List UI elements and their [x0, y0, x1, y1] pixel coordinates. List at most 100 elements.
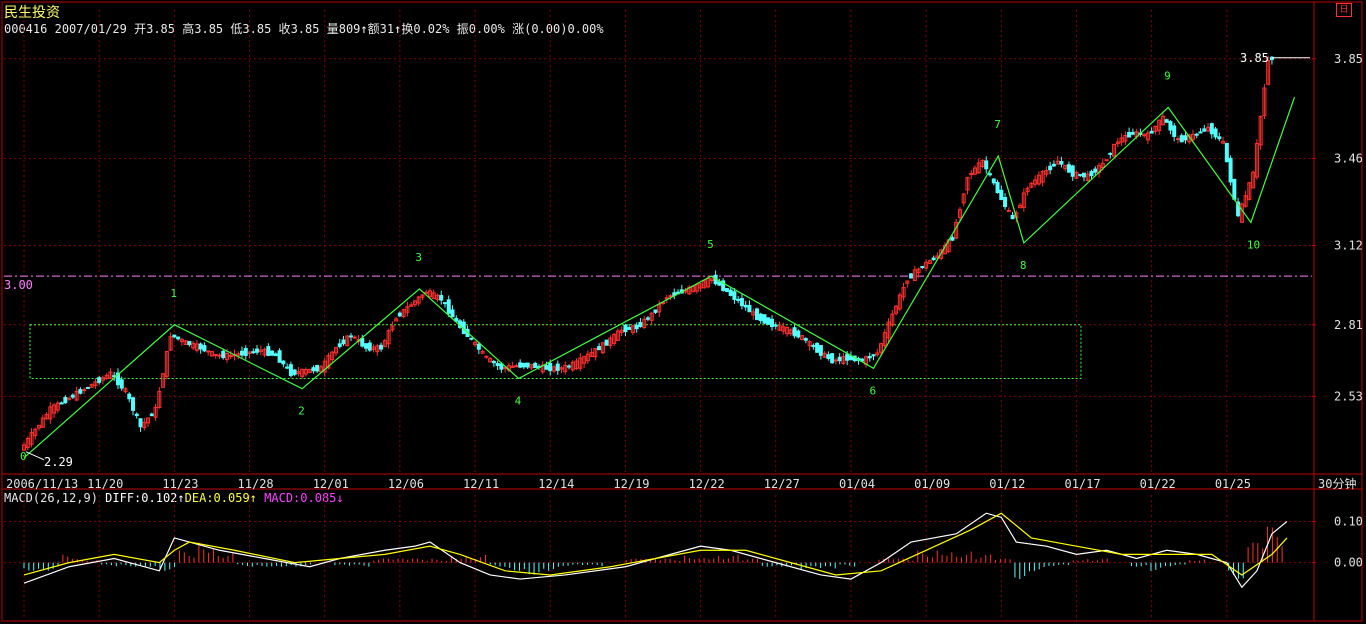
- candle-body: [570, 361, 575, 371]
- candle-body: [574, 360, 579, 370]
- candle-body: [202, 345, 207, 352]
- volume-label: 量: [326, 22, 339, 36]
- candle-body: [454, 317, 459, 322]
- candle-body: [1036, 174, 1041, 185]
- candle-body: [600, 342, 605, 354]
- candle-body: [127, 393, 132, 400]
- candle-body: [984, 160, 989, 170]
- amount-label: 额: [367, 22, 380, 36]
- candle-body: [217, 354, 222, 357]
- candle-body: [168, 336, 173, 351]
- amplitude-value: 0.00%: [468, 22, 505, 36]
- candle-body: [972, 167, 977, 175]
- x-tick-label: 12/11: [463, 477, 499, 491]
- candle-body: [833, 359, 838, 362]
- candle-body: [390, 325, 395, 331]
- candle-body: [668, 295, 673, 298]
- candle-body: [645, 317, 650, 320]
- candle-body: [1059, 161, 1064, 165]
- candle-body: [1266, 59, 1271, 85]
- x-tick-label: 01/17: [1064, 477, 1100, 491]
- candle-body: [514, 365, 519, 368]
- dea-line: [23, 512, 1288, 576]
- candle-body: [303, 369, 308, 375]
- candle-body: [1115, 141, 1120, 145]
- candle-body: [1025, 187, 1030, 193]
- candle-body: [638, 322, 643, 328]
- candle-body: [146, 417, 151, 424]
- candle-body: [1127, 132, 1132, 138]
- candle-body: [495, 363, 500, 366]
- candle-body: [785, 326, 790, 335]
- candle-body: [724, 288, 729, 292]
- candle-body: [961, 193, 966, 204]
- candle-body: [694, 284, 699, 292]
- candle-body: [1262, 87, 1267, 116]
- candle-body: [74, 390, 79, 401]
- candle-body: [397, 312, 402, 317]
- candle-body: [807, 340, 812, 347]
- x-tick-label: 11/28: [238, 477, 274, 491]
- candle-body: [642, 318, 647, 328]
- candle-body: [1145, 132, 1150, 141]
- candle-body: [1100, 162, 1105, 169]
- candle-body: [1239, 203, 1244, 223]
- candle-body: [1063, 164, 1068, 170]
- candle-body: [1066, 164, 1071, 173]
- candle-body: [909, 273, 914, 279]
- candle-body: [1003, 197, 1008, 208]
- candle-body: [1081, 172, 1086, 178]
- candle-body: [653, 309, 658, 313]
- candle-body: [420, 294, 425, 298]
- candle-body: [1172, 125, 1177, 137]
- candle-body: [766, 317, 771, 325]
- candle-body: [153, 406, 158, 418]
- candle-body: [89, 383, 94, 388]
- candle-body: [1055, 160, 1060, 165]
- open-label: 开: [134, 22, 147, 36]
- candle-body: [138, 418, 143, 428]
- candle-body: [375, 345, 380, 353]
- candle-body: [1119, 137, 1124, 143]
- candle-body: [172, 334, 177, 338]
- candle-body: [912, 269, 917, 282]
- candle-body: [822, 352, 827, 358]
- candle-body: [142, 421, 147, 429]
- candle-body: [251, 351, 256, 354]
- candle-body: [728, 289, 733, 296]
- x-tick-label: 01/04: [839, 477, 875, 491]
- candle-body: [777, 324, 782, 331]
- candle-body: [1048, 165, 1053, 171]
- up-arrow-icon: ↑: [177, 491, 185, 505]
- wave-label: 10: [1247, 238, 1260, 251]
- candle-body: [957, 209, 962, 218]
- candle-body: [894, 305, 899, 314]
- candle-body: [469, 337, 474, 340]
- candle-body: [236, 353, 241, 357]
- candle-body: [597, 346, 602, 351]
- candle-body: [988, 173, 993, 176]
- y-tick-label: 3.85: [1334, 52, 1363, 66]
- candle-body: [213, 353, 218, 357]
- wave-label: 5: [707, 238, 714, 251]
- candle-body: [315, 364, 320, 372]
- candle-body: [484, 355, 489, 358]
- daily-period-icon[interactable]: 日: [1336, 3, 1352, 17]
- candle-body: [657, 304, 662, 313]
- candle-body: [240, 350, 245, 356]
- candle-body: [394, 318, 399, 322]
- candle-body: [104, 374, 109, 379]
- candle-body: [277, 350, 282, 363]
- candle-body: [221, 350, 226, 359]
- candle-body: [1010, 214, 1015, 220]
- down-arrow-icon: ↓: [336, 491, 344, 505]
- amplitude-label: 振: [456, 22, 469, 36]
- macd-y-tick-label: 0.10: [1334, 514, 1363, 528]
- candle-body: [25, 438, 30, 449]
- candle-body: [886, 321, 891, 339]
- candle-body: [619, 329, 624, 333]
- x-tick-label: 11/20: [87, 477, 123, 491]
- candle-body: [345, 335, 350, 347]
